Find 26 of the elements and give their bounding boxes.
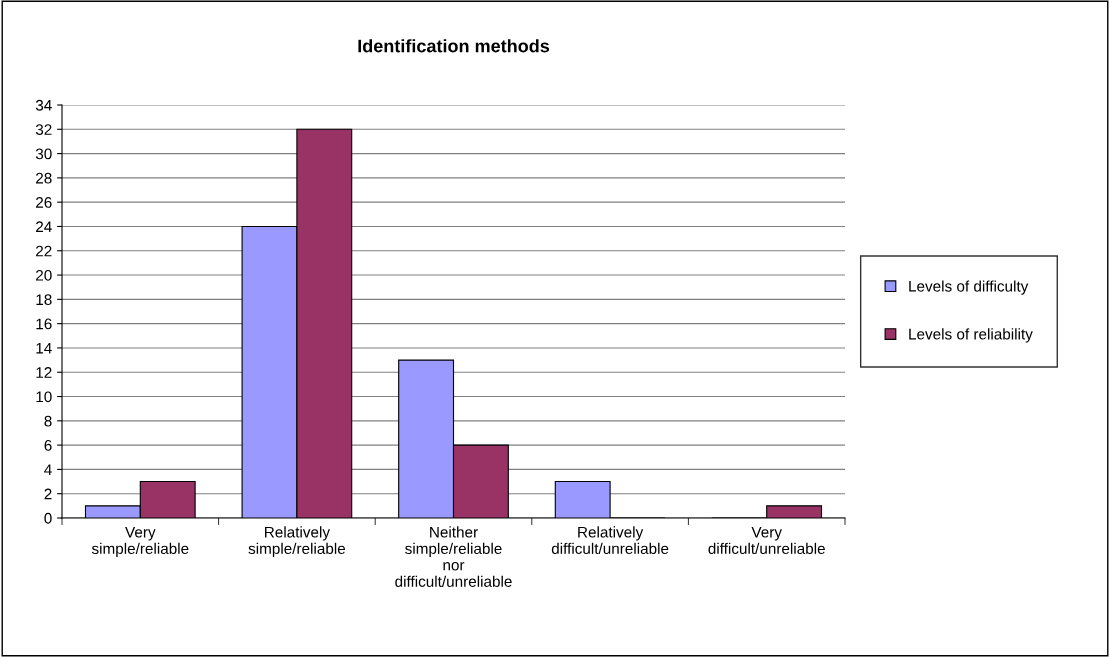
y-tick-label: 24	[36, 221, 52, 233]
y-tick-label: 10	[36, 391, 52, 403]
x-tick-label: Neither simple/reliable nor difficult/unreliable	[395, 526, 512, 587]
y-tick-label: 20	[36, 269, 52, 281]
y-tick-label: 18	[36, 294, 52, 306]
x-tick-label: Relatively difficult/unreliable	[551, 526, 669, 555]
y-tick-label: 4	[44, 464, 52, 475]
x-tick-label: Very difficult/unreliable	[708, 526, 825, 555]
y-tick-label: 14	[36, 342, 52, 354]
legend-label: Levels of difficulty	[909, 280, 1029, 295]
legend-label: Levels of reliability	[909, 328, 1033, 343]
y-tick-label: 30	[35, 148, 52, 160]
y-tick-label: 26	[36, 197, 52, 208]
y-tick-label: 32	[35, 124, 52, 135]
y-tick-label: 28	[36, 172, 52, 184]
y-tick-label: 2	[44, 488, 52, 500]
y-tick-label: 6	[44, 439, 52, 451]
chart-title: Identification methods	[358, 39, 550, 53]
y-tick-label: 16	[36, 318, 52, 330]
x-tick-label: Very simple/reliable	[91, 526, 189, 558]
y-tick-label: 34	[35, 99, 52, 111]
y-tick-label: 12	[36, 367, 52, 378]
y-tick-label: 22	[36, 245, 52, 257]
x-tick-label: Relatively simple/reliable	[248, 526, 346, 558]
y-tick-label: 8	[44, 415, 52, 427]
y-tick-label: 0	[44, 512, 52, 524]
